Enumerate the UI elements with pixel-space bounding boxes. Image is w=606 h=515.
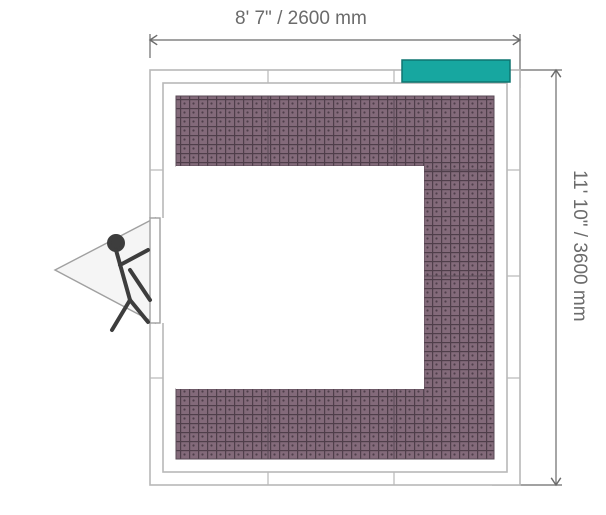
shelving-band [176, 96, 494, 459]
height-dimension-label: 11' 10" / 3600 mm [568, 170, 590, 322]
entry-vestibule [55, 218, 160, 330]
floorplan-diagram [0, 0, 606, 515]
condenser-unit [402, 60, 510, 82]
width-dimension-label: 8' 7" / 2600 mm [235, 8, 367, 30]
